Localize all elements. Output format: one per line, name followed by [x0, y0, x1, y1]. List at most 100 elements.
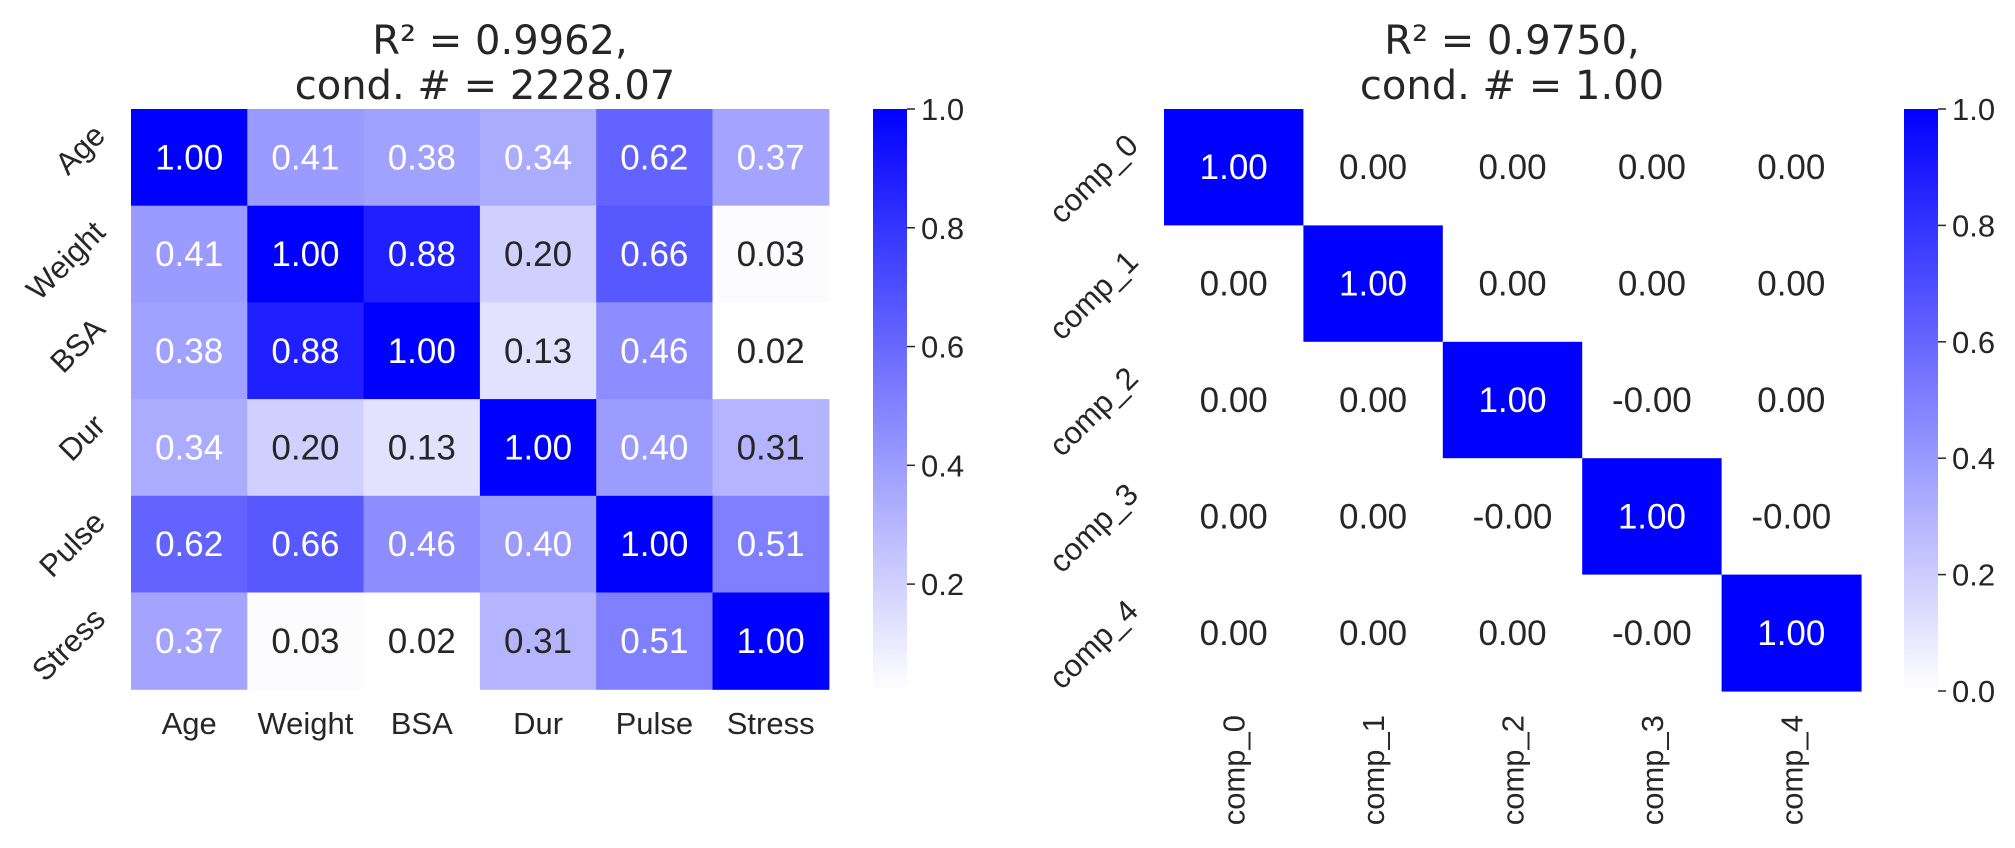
- cell-value-label: 0.40: [620, 428, 688, 467]
- heatmap-cell: [596, 302, 714, 400]
- heatmap-cell: [1582, 574, 1723, 692]
- heatmap-cell: [247, 495, 365, 594]
- x-tick-label: comp_3: [1635, 715, 1670, 825]
- heatmap-cell: [1721, 225, 1862, 343]
- colorbar-tick-label: 0.8: [1952, 208, 1995, 243]
- cell-value-label: 0.62: [155, 525, 223, 564]
- cell-value-label: -0.00: [1612, 381, 1692, 420]
- cell-value-label: 0.13: [388, 428, 456, 467]
- cell-value-label: 1.00: [1757, 614, 1825, 653]
- heatmap-cell: [1442, 109, 1583, 226]
- heatmap-cell: [363, 495, 481, 594]
- x-tick-label: Stress: [727, 706, 815, 741]
- heatmap-cell: [363, 205, 481, 303]
- cell-value-label: 0.00: [1757, 148, 1825, 187]
- heatmap-cell: [1303, 341, 1444, 459]
- x-tick-label: Dur: [513, 706, 563, 741]
- y-tick-label: comp_2: [1042, 360, 1145, 463]
- heatmap-cell: [363, 399, 481, 497]
- cell-value-label: 0.00: [1478, 265, 1546, 304]
- heatmap-chart-1: R² = 0.9962, cond. # = 2228.07 1.00 0.41 0…: [19, 18, 964, 741]
- heatmap-cell: [1303, 574, 1444, 692]
- x-tick-label: BSA: [391, 706, 453, 741]
- cell-value-label: 0.31: [504, 622, 572, 661]
- x-tick-label: comp_0: [1217, 715, 1252, 825]
- cell-value-label: 1.00: [271, 235, 339, 274]
- heatmap-cell: [1721, 341, 1862, 459]
- heatmap-cell: [1164, 225, 1304, 343]
- heatmap-cell: [1721, 574, 1862, 692]
- cell-value-label: 0.38: [155, 332, 223, 371]
- cell-value-label: 0.46: [388, 525, 456, 564]
- cell-value-label: 0.02: [737, 332, 805, 371]
- x-tick-label: Weight: [257, 706, 353, 741]
- heatmap-cell: [363, 109, 481, 207]
- cell-value-label: 1.00: [1200, 148, 1268, 187]
- heatmap-cell: [1164, 341, 1304, 459]
- heatmap-cell: [131, 109, 248, 207]
- heatmap-cell: [247, 592, 365, 690]
- x-tick-label: comp_4: [1774, 715, 1809, 825]
- x-tick-label: Age: [162, 706, 217, 741]
- cell-value-label: 0.00: [1339, 497, 1407, 536]
- cell-value-label: 0.20: [271, 428, 339, 467]
- cell-value-label: 0.37: [155, 622, 223, 661]
- heatmap-cell: [1164, 458, 1304, 576]
- heatmap-cell: [247, 109, 365, 207]
- colorbar-tick-label: 1.0: [1952, 92, 1995, 127]
- cell-value-label: 0.34: [504, 138, 572, 177]
- colorbar-tick-label: 0.2: [921, 567, 964, 602]
- y-tick-label: Pulse: [32, 504, 112, 584]
- cell-value-label: 0.66: [271, 525, 339, 564]
- chart-2-y-tick-labels: comp_0 comp_1 comp_2 comp_3 comp_4: [1042, 127, 1145, 695]
- cell-value-label: 0.20: [504, 235, 572, 274]
- heatmap-cell: [596, 205, 714, 303]
- heatmap-cell: [479, 205, 597, 303]
- y-tick-label: comp_0: [1042, 127, 1145, 230]
- chart-2-x-tick-labels: comp_0 comp_1 comp_2 comp_3 comp_4: [1217, 715, 1810, 825]
- heatmap-cell: [1721, 458, 1862, 576]
- cell-value-label: 0.13: [504, 332, 572, 371]
- cell-value-label: 0.38: [388, 138, 456, 177]
- cell-value-label: 0.00: [1757, 265, 1825, 304]
- colorbar-tick-label: 0.4: [921, 448, 964, 483]
- heatmap-cell: [131, 302, 248, 400]
- heatmap-cell: [363, 302, 481, 400]
- cell-value-label: 1.00: [737, 622, 805, 661]
- heatmap-cell: [479, 302, 597, 400]
- cell-value-label: 0.00: [1339, 381, 1407, 420]
- chart-2-title-line-2: cond. # = 1.00: [1360, 63, 1664, 109]
- heatmap-chart-2: R² = 0.9750, cond. # = 1.00 1.00 0.00 0.00…: [1042, 18, 1995, 825]
- cell-value-label: 0.00: [1618, 148, 1686, 187]
- cell-value-label: 0.00: [1618, 265, 1686, 304]
- chart-1-title-line-1: R² = 0.9962,: [372, 18, 627, 64]
- heatmap-cell: [1582, 458, 1723, 576]
- chart-2-title-line-1: R² = 0.9750,: [1384, 18, 1639, 64]
- colorbar-tick-label: 0.8: [921, 211, 964, 246]
- cell-value-label: 0.41: [155, 235, 223, 274]
- heatmap-cell: [712, 205, 830, 303]
- heatmap-cell: [596, 109, 714, 207]
- heatmap-cell: [596, 495, 714, 594]
- heatmap-cell: [1582, 109, 1723, 226]
- heatmap-cell: [479, 109, 597, 207]
- x-tick-label: comp_1: [1356, 715, 1391, 825]
- cell-value-label: 0.00: [1478, 614, 1546, 653]
- colorbar-tick-label: 0.0: [1952, 674, 1995, 709]
- heatmap-cell: [712, 399, 830, 497]
- cell-value-label: -0.00: [1751, 497, 1831, 536]
- heatmap-cell: [1164, 109, 1304, 226]
- cell-value-label: 0.88: [388, 235, 456, 274]
- y-tick-label: comp_3: [1042, 477, 1145, 580]
- y-tick-label: Weight: [19, 214, 112, 307]
- heatmap-cell: [1303, 109, 1444, 226]
- cell-value-label: 1.00: [155, 138, 223, 177]
- colorbar-tick-label: 0.6: [921, 330, 964, 365]
- cell-value-label: -0.00: [1473, 497, 1553, 536]
- heatmap-cell: [131, 399, 248, 497]
- cell-value-label: 0.00: [1200, 265, 1268, 304]
- cell-value-label: -0.00: [1612, 614, 1692, 653]
- cell-value-label: 0.02: [388, 622, 456, 661]
- cell-value-label: 0.00: [1200, 497, 1268, 536]
